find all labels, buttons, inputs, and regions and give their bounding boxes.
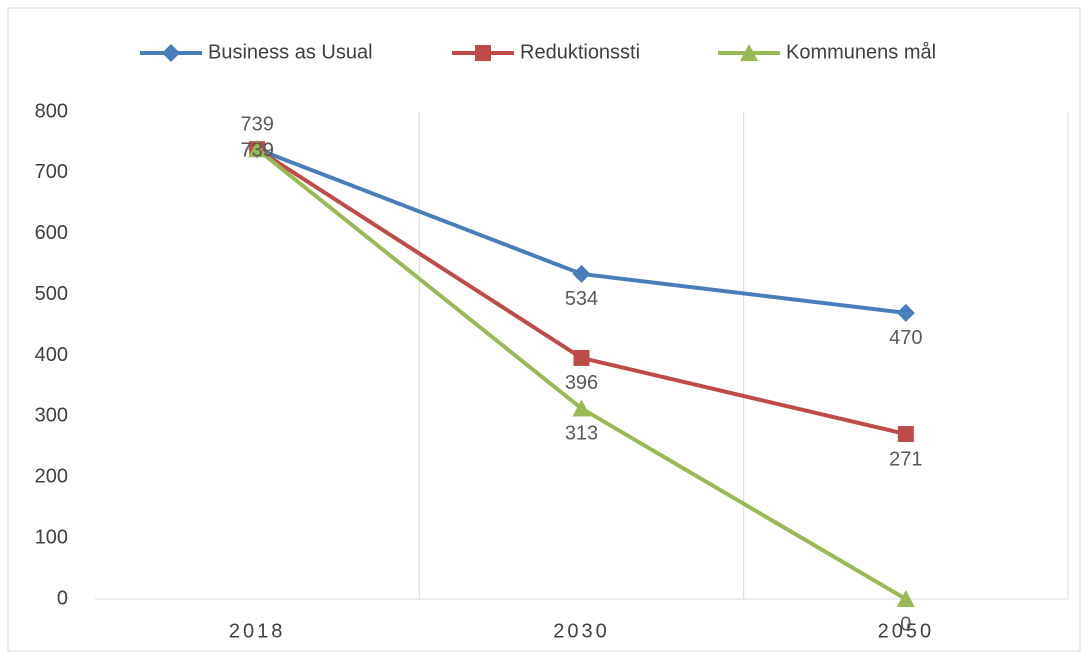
chart-border — [7, 7, 1081, 652]
marker — [475, 45, 491, 61]
marker — [248, 140, 267, 158]
legend-label: Business as Usual — [208, 41, 373, 63]
x-tick-label: 2050 — [878, 620, 935, 642]
y-tick-label: 500 — [35, 283, 68, 305]
y-tick-label: 300 — [35, 405, 68, 427]
y-tick-label: 200 — [35, 466, 68, 488]
data-label: 271 — [889, 448, 922, 470]
y-tick-label: 0 — [57, 587, 68, 609]
marker — [740, 44, 758, 61]
marker — [162, 44, 180, 62]
x-tick-label: 2018 — [229, 620, 286, 642]
marker — [572, 264, 591, 283]
y-tick-label: 800 — [35, 100, 68, 122]
data-label: 470 — [889, 327, 922, 349]
data-label: 313 — [565, 423, 598, 445]
data-label: 396 — [565, 372, 598, 394]
legend-label: Reduktionssti — [520, 41, 640, 63]
data-label: 534 — [565, 288, 598, 310]
y-tick-label: 100 — [35, 526, 68, 548]
legend-label: Kommunens mål — [786, 41, 936, 63]
y-tick-label: 600 — [35, 222, 68, 244]
data-label: 739 — [240, 139, 273, 161]
marker — [896, 303, 915, 322]
marker — [573, 349, 590, 366]
y-tick-label: 400 — [35, 344, 68, 366]
marker — [896, 590, 915, 607]
x-tick-label: 2030 — [553, 620, 610, 642]
marker — [572, 399, 591, 417]
y-tick-label: 700 — [35, 161, 68, 183]
marker — [897, 426, 914, 443]
data-label: 0 — [900, 613, 911, 635]
data-label: 739 — [240, 113, 273, 135]
